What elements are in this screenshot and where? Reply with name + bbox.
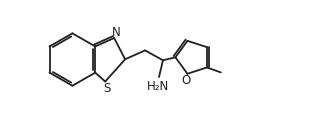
Text: N: N — [112, 26, 121, 39]
Text: S: S — [104, 82, 111, 95]
Text: H₂N: H₂N — [147, 80, 169, 94]
Text: O: O — [182, 74, 191, 87]
